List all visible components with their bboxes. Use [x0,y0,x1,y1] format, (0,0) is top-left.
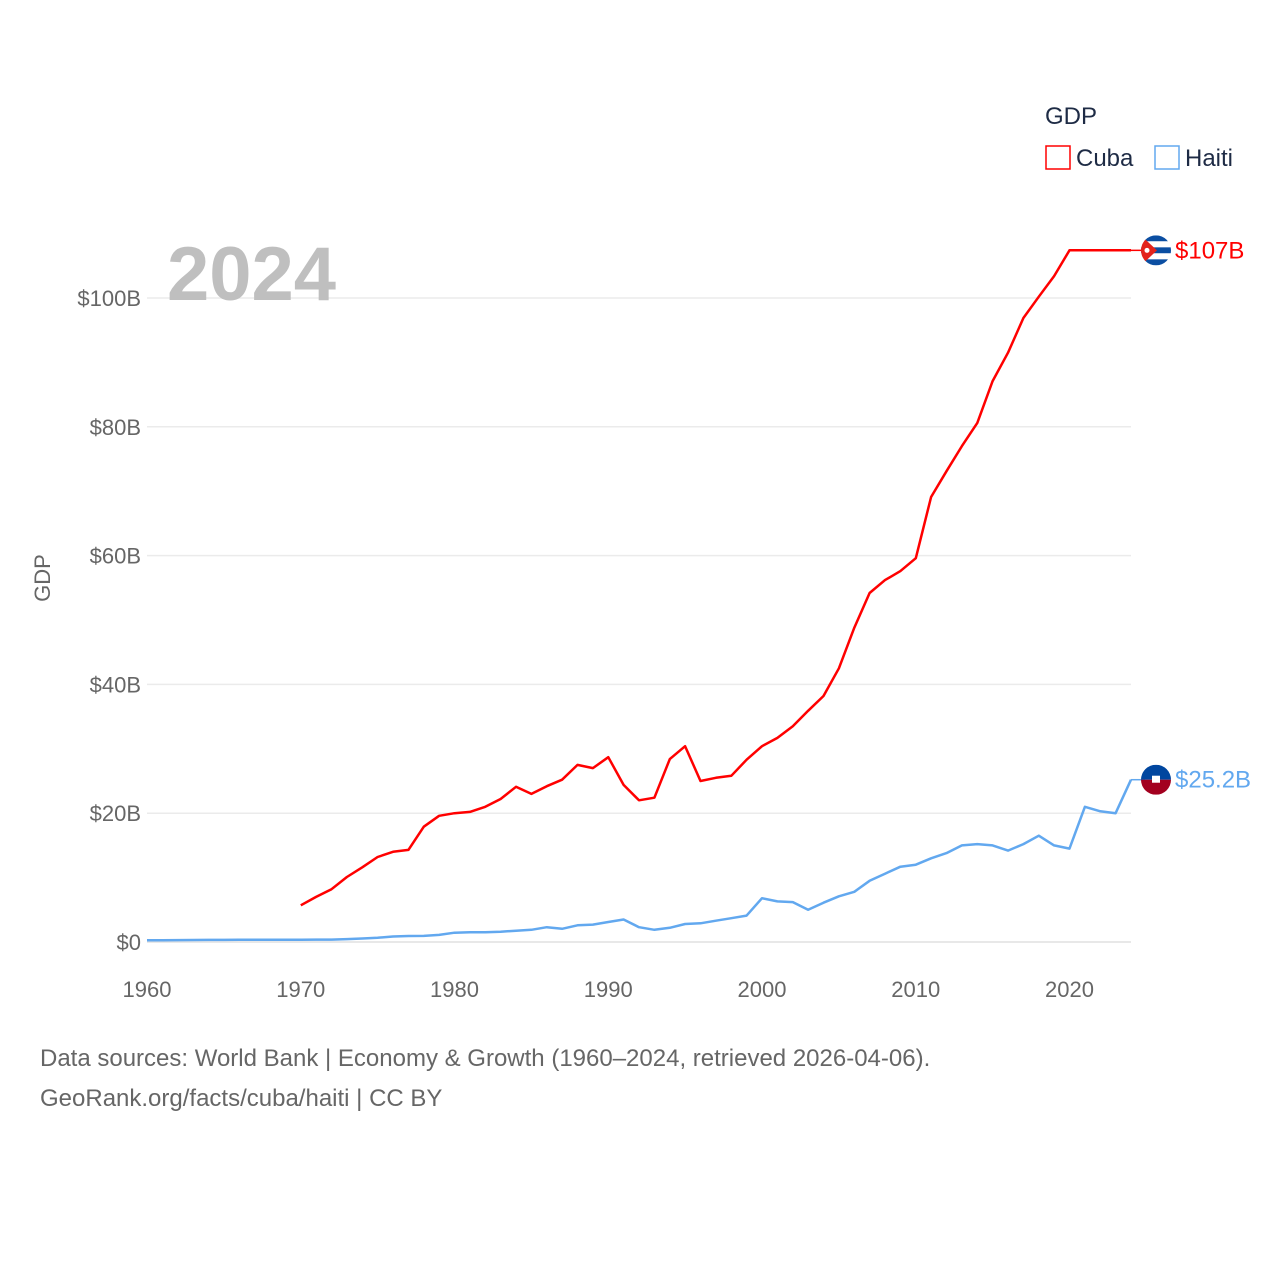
x-tick-label: 2000 [738,977,787,1002]
legend-swatch-cuba[interactable] [1045,145,1071,170]
legend-label-cuba[interactable]: Cuba [1076,145,1134,172]
series-line-cuba[interactable] [300,249,1131,907]
flag-haiti-icon [1141,764,1171,795]
y-tick-label: $0 [117,930,141,955]
x-tick-label: 1970 [276,977,325,1002]
x-tick-label: 1980 [430,977,479,1002]
end-value-label-haiti: $25.2B [1175,767,1251,794]
x-tick-label: 2010 [891,977,940,1002]
x-tick-label: 1960 [123,977,172,1002]
x-tick-label: 2020 [1045,977,1094,1002]
legend-swatch-haiti[interactable] [1154,145,1180,170]
end-value-label-cuba: $107B [1175,237,1244,264]
y-axis-label: GDP [30,554,55,602]
series-line-haiti[interactable] [146,779,1133,942]
x-tick-label: 1990 [584,977,633,1002]
y-tick-label: $60B [90,544,141,569]
attribution-link[interactable]: GeoRank.org/facts/cuba/haiti | CC BY [40,1085,443,1112]
data-source-note: Data sources: World Bank | Economy & Gro… [40,1045,931,1072]
year-watermark: 2024 [167,232,336,317]
y-tick-label: $20B [90,801,141,826]
legend-title: GDP [1045,103,1097,130]
y-tick-label: $40B [90,672,141,697]
legend: GDP Cuba Haiti [1045,103,1233,172]
y-tick-label: $100B [77,286,141,311]
flag-cuba-icon [1141,235,1171,266]
legend-label-haiti[interactable]: Haiti [1185,145,1233,172]
y-tick-label: $80B [90,415,141,440]
